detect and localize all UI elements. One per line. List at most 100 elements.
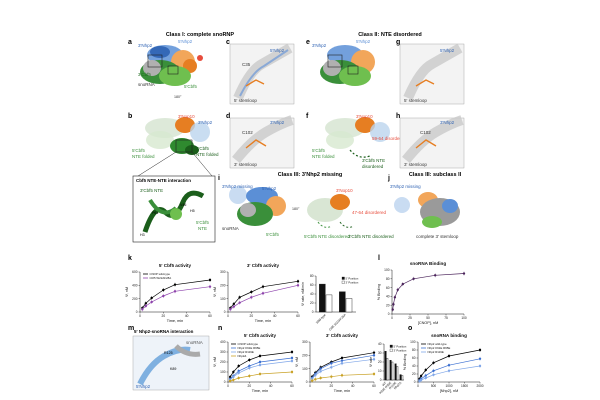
y-tick-label: 40 xyxy=(412,364,416,368)
y-tick-label: 40 xyxy=(386,295,390,299)
density-g xyxy=(399,43,465,105)
y-tick-label: 20 xyxy=(310,301,314,305)
b-label-nte1: NTE folded xyxy=(132,154,155,159)
y-tick-label: 300 xyxy=(220,350,226,354)
panel-letter-e: e xyxy=(306,39,310,46)
legend-label: 5' Position xyxy=(346,276,359,280)
x-tick-label: 40 xyxy=(351,384,355,388)
f-label-3cbf5: 3'Cbf5 NTE xyxy=(362,158,385,163)
legend-label: 3' Position xyxy=(346,280,359,284)
bar xyxy=(394,363,397,381)
panel-letter-j: j xyxy=(387,175,390,182)
chart-n2: 3' Cbf5 activity 0 100 200 300 Ψ, nM 0 20 40 60 Ti… xyxy=(295,333,376,393)
y-tick-label: 40 xyxy=(310,292,314,296)
legend-label: 5' Position xyxy=(394,344,407,348)
b-label-3nhp2: 3'Nhp2 xyxy=(198,120,213,125)
x-category-label: WT xyxy=(381,381,387,387)
chart-title: 3' Cbf5 activity xyxy=(326,333,359,338)
chart-title: snoRNA Binding xyxy=(410,261,447,266)
e-label-5nhp2: 5'Nhp2 xyxy=(356,39,371,44)
d-label-c102: C102 xyxy=(242,130,253,135)
x-tick-label: 40 xyxy=(273,314,277,318)
chart-k2: 3' Cbf5 activity 0 100 200 300 Ψ, nM 0 20 40 60 Ti… xyxy=(213,263,300,323)
bar xyxy=(386,358,389,381)
chart-n1: 5' Cbf5 activity 0 100 200 300 400 Ψ, nM 0 20 40 6… xyxy=(213,333,294,393)
panel-letter-b: b xyxy=(128,113,132,120)
structure-i xyxy=(229,186,355,228)
panel-letter-c: c xyxy=(226,39,230,46)
y-tick-label: 0 xyxy=(224,310,226,314)
panel-letter-h: h xyxy=(396,113,400,120)
y-axis-label: Ψ rate xyxy=(369,357,373,367)
x-category-label: Nhp2Δ xyxy=(393,381,402,390)
f-label-3nop10: 3'Nop10 xyxy=(356,114,373,119)
a-label-5cbf5: 5'Cbf5 xyxy=(184,84,197,89)
y-tick-label: 100 xyxy=(220,370,226,374)
y-tick-label: 200 xyxy=(132,297,138,301)
a-label-3cbf5: 3'Cbf5 xyxy=(138,72,151,77)
panel-letter-m: m xyxy=(128,325,134,332)
legend-label: Nhp2 wild-type xyxy=(428,342,448,346)
bar xyxy=(401,375,404,381)
i-label-missing: 3'Nhp2 missing xyxy=(222,184,253,189)
x-tick-label: 500 xyxy=(431,384,437,388)
chart-o: snoRNA binding 0 20 40 60 80 100 % Binding 0 500 1… xyxy=(403,333,484,393)
y-axis-label: Ψ, nM xyxy=(213,287,217,297)
x-category-label: R119E xyxy=(388,381,397,390)
y-tick-label: 80 xyxy=(310,274,314,278)
legend-swatch xyxy=(389,344,393,348)
y-tick-label: 100 xyxy=(220,297,226,301)
nte-inset-p61: P61 xyxy=(152,211,158,215)
f-label-disordered: 59-64 disordered xyxy=(372,136,407,141)
j-label-missing: 3'Nhp2 missing xyxy=(390,184,421,189)
x-tick-label: 0 xyxy=(139,314,141,318)
y-tick-label: 60 xyxy=(412,356,416,360)
y-tick-label: 0 xyxy=(388,312,390,316)
y-axis-label: % Binding xyxy=(403,354,407,370)
a-rotation: 180° xyxy=(174,95,182,99)
a-label-3nhp2: 3'Nhp2 xyxy=(138,43,153,48)
legend-label: Nhp2Δ xyxy=(238,354,247,358)
legend-swatch xyxy=(341,280,345,284)
x-tick-label: 20 xyxy=(250,314,254,318)
x-tick-label: 60 xyxy=(372,384,376,388)
i-label-5nte: 5'Cbf5 NTE disordered xyxy=(304,234,350,239)
x-tick-label: 60 xyxy=(290,384,294,388)
zoom-box-a2 xyxy=(167,65,179,75)
x-tick-label: 0 xyxy=(227,384,229,388)
a-label-snorna: snoRNA xyxy=(138,82,155,87)
j-label-complete: complete 3' stemloop xyxy=(416,234,459,239)
g-label-stemloop: 5' stemloop xyxy=(404,98,427,103)
bar xyxy=(396,366,399,381)
nte-inset-title: Cbf5 NTE-NTE interaction xyxy=(136,178,191,183)
chart-title: 5' Cbf5 activity xyxy=(244,333,277,338)
legend-label: Nhp2 R119E xyxy=(238,350,254,354)
y-tick-label: 100 xyxy=(410,340,416,344)
bar xyxy=(391,361,394,381)
x-tick-label: 25 xyxy=(408,316,412,320)
y-tick-label: 200 xyxy=(220,284,226,288)
h-label-3nhp2: 3'Nhp2 xyxy=(440,120,455,125)
f-label-disordered2: disordered xyxy=(362,164,384,169)
x-axis-label: Time, min xyxy=(252,389,269,393)
x-tick-label: 75 xyxy=(444,316,448,320)
structure-e xyxy=(320,45,375,86)
x-tick-label: 60 xyxy=(296,314,300,318)
y-axis-label: % Binding xyxy=(377,284,381,300)
a-label-5nhp2: 5'Nhp2 xyxy=(178,39,193,44)
b-label-3nop10: 3'Nop10 xyxy=(178,114,195,119)
y-tick-label: 80 xyxy=(412,348,416,352)
d-label-3nhp2: 3'Nhp2 xyxy=(270,120,285,125)
bar xyxy=(325,294,333,313)
x-axis-label: [Nhp2], nM xyxy=(440,389,459,393)
m-title: 5' Nhp2-snoRNA interaction xyxy=(134,329,194,334)
m-label-r125: R125 xyxy=(164,351,173,355)
c-label-5nhp2: 5'Nhp2 xyxy=(270,48,285,53)
i-label-5nhp2: 5'Nhp2 xyxy=(262,186,277,191)
x-tick-label: 0 xyxy=(227,314,229,318)
y-tick-label: 0 xyxy=(224,380,226,384)
nte-inset-h3: H3 xyxy=(140,233,145,237)
x-tick-label: 40 xyxy=(185,314,189,318)
